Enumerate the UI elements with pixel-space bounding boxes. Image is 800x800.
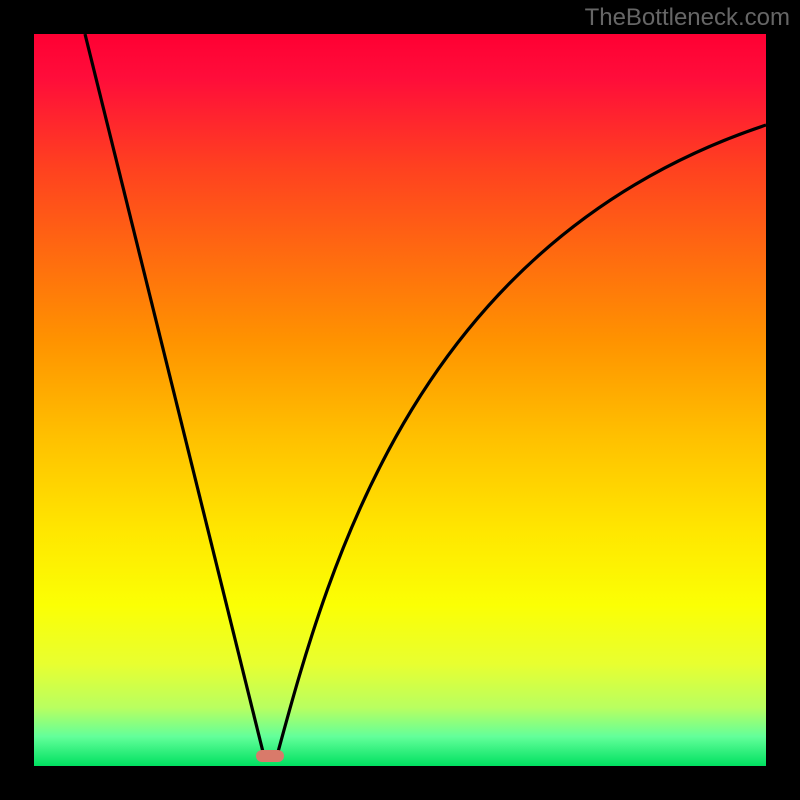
chart-container: { "watermark": { "text": "TheBottleneck.… [0, 0, 800, 800]
bottleneck-chart-svg [0, 0, 800, 800]
watermark-text: TheBottleneck.com [585, 4, 790, 32]
minimum-marker [256, 750, 284, 762]
plot-gradient-background [34, 34, 766, 766]
